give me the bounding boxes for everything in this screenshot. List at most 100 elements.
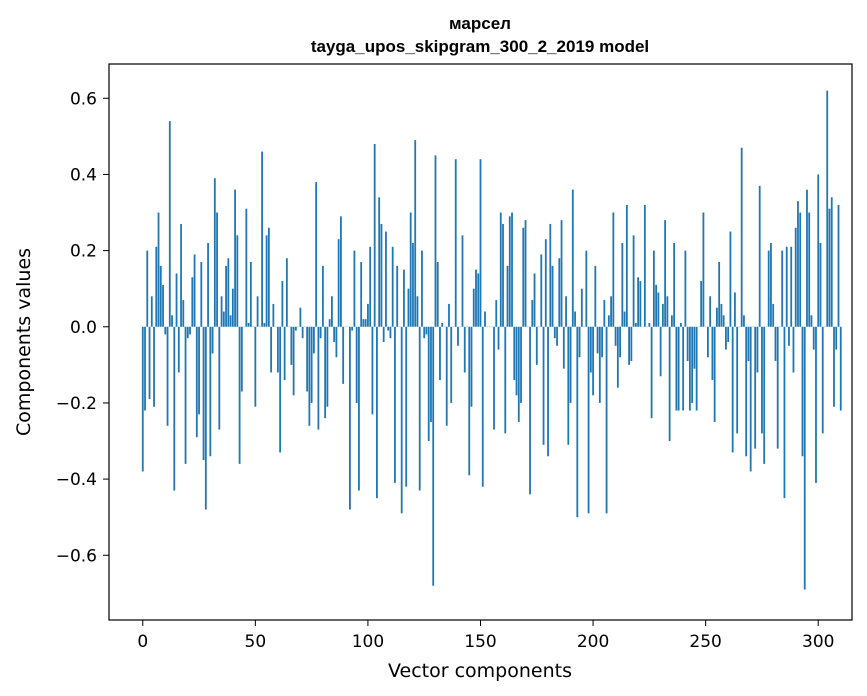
bar	[312, 326, 315, 354]
bar	[191, 277, 194, 327]
bar	[655, 284, 658, 327]
y-tick-label: −0.6	[56, 546, 97, 566]
bar	[758, 185, 761, 327]
bar	[403, 269, 405, 327]
bar	[380, 223, 383, 327]
bar	[819, 242, 822, 327]
bar	[234, 189, 236, 327]
bar	[725, 326, 727, 350]
bar	[189, 326, 191, 335]
bar	[195, 326, 198, 438]
bar	[319, 326, 322, 339]
bar	[391, 246, 394, 327]
bar	[772, 303, 775, 327]
bar	[362, 319, 365, 327]
bar	[821, 326, 824, 434]
bar	[247, 322, 250, 327]
bar	[576, 326, 579, 518]
bar	[634, 322, 637, 327]
bar	[666, 296, 669, 327]
bar	[569, 326, 572, 403]
bar	[321, 265, 324, 327]
bar	[209, 326, 212, 457]
bar	[747, 326, 750, 362]
bar	[175, 273, 178, 327]
bar	[551, 265, 554, 327]
bar	[310, 326, 313, 403]
bar	[675, 326, 678, 411]
bar	[198, 326, 200, 415]
bar	[691, 326, 694, 403]
bar	[614, 326, 617, 346]
bar	[387, 326, 390, 331]
bar	[493, 326, 495, 430]
bar	[788, 326, 790, 346]
bar	[729, 231, 732, 327]
bar	[830, 197, 833, 327]
bar	[810, 315, 813, 327]
bar	[484, 311, 486, 327]
x-tick-label: 50	[245, 632, 267, 652]
bar	[808, 212, 811, 327]
bar	[547, 326, 549, 457]
bar	[621, 242, 624, 327]
bar	[535, 326, 538, 365]
bar	[279, 326, 282, 453]
y-tick-label: 0.6	[70, 89, 97, 109]
bar	[515, 326, 518, 396]
bar	[767, 250, 770, 327]
bar	[736, 326, 739, 434]
bar	[328, 319, 331, 327]
bar	[193, 254, 196, 327]
bar	[317, 326, 320, 430]
bar	[470, 326, 473, 407]
x-tick-label: 0	[137, 632, 148, 652]
bar	[236, 235, 239, 327]
bar	[394, 326, 396, 483]
bar	[331, 296, 333, 327]
bar	[749, 326, 752, 472]
bar	[610, 296, 612, 327]
bar	[477, 273, 480, 327]
bar	[783, 326, 786, 499]
bar	[589, 326, 592, 373]
bar	[522, 227, 525, 327]
bar	[502, 223, 504, 327]
bar	[743, 315, 745, 327]
bar	[173, 326, 176, 491]
bar	[648, 322, 651, 327]
bar	[414, 140, 417, 327]
bar	[439, 326, 441, 381]
bar	[389, 326, 392, 339]
bar	[585, 250, 588, 327]
x-tick-label: 200	[577, 632, 609, 652]
bar	[245, 208, 248, 327]
bar	[294, 326, 297, 331]
bar	[355, 326, 358, 403]
bar	[416, 296, 419, 327]
bar	[524, 220, 527, 327]
bar	[441, 322, 444, 327]
bar	[150, 296, 153, 327]
bar	[713, 326, 716, 422]
bar	[454, 159, 457, 327]
bar	[682, 326, 685, 411]
bar	[144, 326, 146, 411]
bar	[673, 242, 676, 327]
x-tick-label: 150	[464, 632, 496, 652]
y-tick-label: −0.2	[56, 394, 97, 414]
bar	[378, 197, 381, 327]
bar	[202, 326, 205, 461]
bar	[643, 204, 646, 327]
bar	[463, 326, 466, 373]
bar	[450, 326, 453, 403]
bar	[342, 326, 345, 384]
bar	[727, 326, 730, 342]
bar	[186, 326, 189, 339]
bar	[605, 326, 608, 514]
bar	[781, 250, 784, 327]
bar	[670, 315, 673, 327]
bar	[146, 250, 149, 327]
bar	[337, 239, 340, 327]
bar	[700, 281, 703, 327]
